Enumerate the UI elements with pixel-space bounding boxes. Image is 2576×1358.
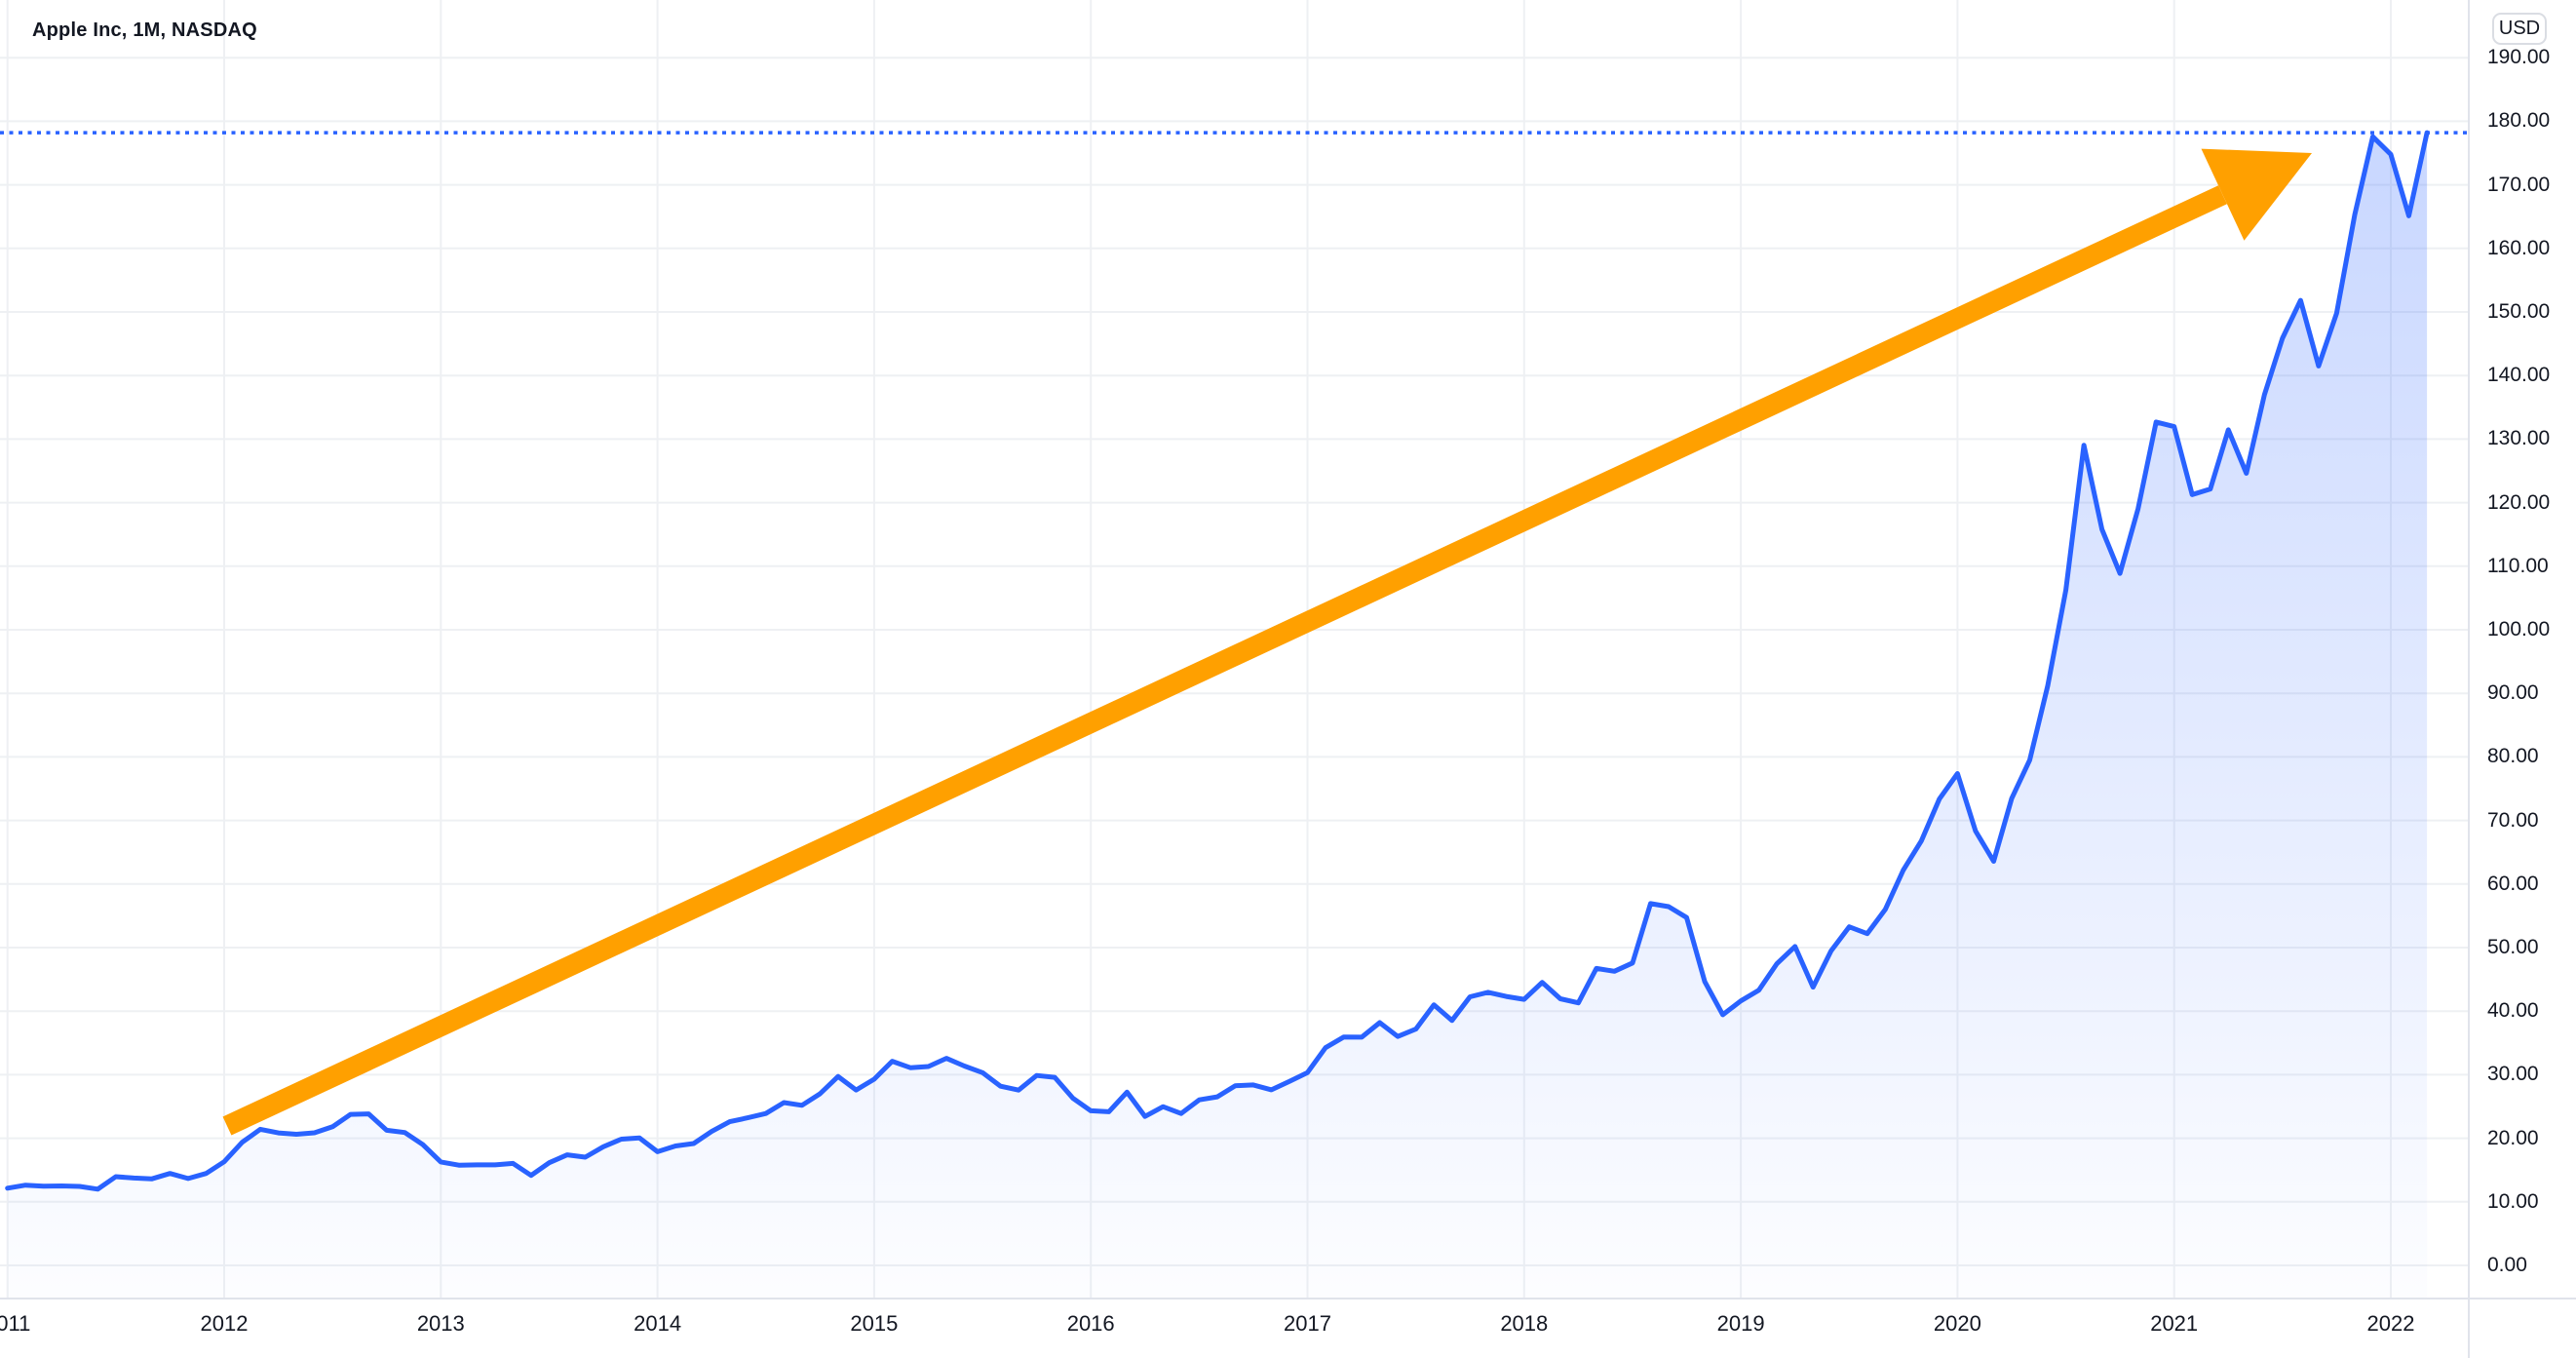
price-tick-label: 100.00 [2487, 618, 2551, 640]
price-tick-label: 180.00 [2487, 109, 2551, 133]
time-tick-label: 2018 [1500, 1311, 1549, 1336]
trend-arrow-head [2201, 148, 2312, 241]
price-tick-label: 10.00 [2487, 1189, 2539, 1213]
time-tick-label: 2012 [200, 1311, 249, 1336]
price-axis[interactable]: 190.00 180.00 170.00 160.00 150.00 140.00 130.… [2469, 0, 2576, 1299]
price-tick-label: 60.00 [2487, 872, 2539, 895]
time-tick-label: 2015 [850, 1311, 899, 1336]
time-tick-label: 2011 [0, 1311, 31, 1336]
price-tick-label: 140.00 [2487, 364, 2551, 387]
time-axis[interactable]: 2011 2012 2013 2014 2015 2016 2017 2018 2019 2020… [0, 1300, 2576, 1358]
price-tick-label: 110.00 [2487, 554, 2549, 577]
price-tick-label: 190.00 [2487, 46, 2551, 69]
time-tick-label: 2013 [416, 1311, 465, 1336]
currency-label: USD [2498, 18, 2541, 39]
price-tick-label: 40.00 [2487, 999, 2539, 1023]
time-tick-label: 2016 [1066, 1311, 1115, 1336]
time-tick-label: 2019 [1716, 1311, 1765, 1336]
price-tick-label: 120.00 [2487, 490, 2551, 514]
price-tick-label: 30.00 [2487, 1063, 2539, 1086]
price-tick-label: 70.00 [2487, 808, 2539, 832]
price-tick-label: 160.00 [2487, 236, 2551, 259]
price-line [5, 130, 2430, 1192]
price-tick-label: 130.00 [2487, 427, 2551, 450]
currency-toggle-button[interactable]: USD [2492, 13, 2547, 45]
time-tick-label: 2022 [2366, 1311, 2415, 1336]
time-tick-label: 2021 [2150, 1311, 2199, 1336]
symbol-legend-title[interactable]: Apple Inc, 1M, NASDAQ [32, 19, 257, 41]
price-tick-label: 80.00 [2487, 745, 2539, 768]
price-tick-label: 0.00 [2487, 1254, 2527, 1276]
trend-arrow-annotation[interactable] [222, 148, 2312, 1136]
price-tick-label: 90.00 [2487, 681, 2539, 705]
price-area-fill [7, 133, 2428, 1300]
time-tick-label: 2017 [1284, 1311, 1331, 1336]
price-tick-label: 170.00 [2487, 173, 2551, 196]
time-tick-label: 2014 [634, 1311, 682, 1336]
price-tick-label: 150.00 [2487, 300, 2551, 323]
time-tick-label: 2020 [1933, 1311, 1981, 1336]
price-tick-label: 50.00 [2487, 936, 2539, 958]
trend-arrow-shaft [222, 185, 2227, 1136]
price-tick-label: 20.00 [2487, 1126, 2539, 1149]
